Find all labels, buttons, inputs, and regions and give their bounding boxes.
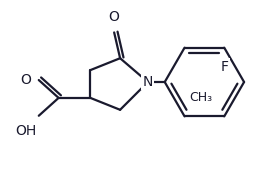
Text: N: N xyxy=(143,75,153,89)
Text: O: O xyxy=(20,73,31,87)
Text: CH₃: CH₃ xyxy=(189,91,213,105)
Text: F: F xyxy=(220,59,228,74)
Text: O: O xyxy=(109,11,120,24)
Text: OH: OH xyxy=(16,124,37,138)
